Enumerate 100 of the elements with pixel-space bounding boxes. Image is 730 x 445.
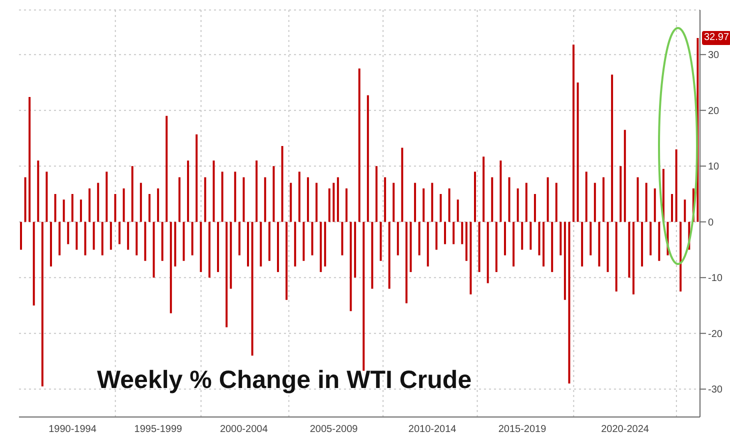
bar [20, 222, 22, 250]
bar [426, 222, 429, 266]
bar [217, 222, 220, 272]
bar [504, 222, 506, 256]
bar [281, 146, 284, 222]
bar [362, 222, 365, 371]
bar [375, 166, 378, 222]
bar [170, 222, 172, 314]
bar [62, 200, 65, 222]
bar [302, 222, 305, 261]
bar [311, 222, 314, 256]
bar [212, 160, 215, 222]
bar [238, 222, 240, 256]
bar [41, 222, 44, 386]
bar [474, 172, 476, 222]
bar [611, 74, 614, 222]
bar [636, 177, 639, 222]
bar [500, 160, 502, 222]
x-tick-label: 2020-2024 [601, 424, 650, 436]
bar [306, 177, 309, 222]
bar [538, 222, 540, 256]
x-tick-label: 2005-2009 [310, 424, 358, 436]
bar [581, 222, 584, 266]
bar [422, 188, 425, 222]
bar [632, 222, 634, 294]
bar [354, 222, 356, 278]
bar [166, 116, 168, 222]
bar [37, 160, 40, 222]
bar [654, 188, 656, 222]
bar [226, 222, 228, 328]
bar [530, 222, 532, 250]
bar [366, 95, 369, 222]
bar [136, 222, 138, 256]
y-tick-label: -20 [708, 328, 723, 340]
bar [456, 200, 459, 222]
x-tick-label: 1990-1994 [48, 424, 97, 436]
bar [615, 222, 618, 292]
bar [410, 222, 412, 272]
bar [491, 177, 494, 222]
bar [140, 182, 142, 222]
bar [290, 182, 292, 222]
bar [247, 222, 249, 266]
bar [495, 222, 498, 272]
bar [650, 222, 652, 256]
bar [264, 177, 266, 222]
bar [418, 222, 420, 256]
bar [452, 222, 455, 244]
bar [24, 177, 26, 222]
bar [131, 166, 134, 222]
bar [316, 182, 318, 222]
bar [478, 222, 480, 272]
bar [684, 200, 686, 222]
bar [272, 166, 275, 222]
bar [380, 222, 382, 261]
bar [260, 222, 262, 266]
y-tick-label: -30 [708, 384, 723, 396]
x-tick-label: 1995-1999 [134, 424, 183, 436]
bar [576, 82, 579, 222]
bar [620, 166, 622, 222]
bar [50, 222, 52, 266]
bar [585, 172, 588, 222]
x-tick-label: 2010-2014 [408, 424, 457, 436]
bar [350, 222, 352, 312]
bar [396, 222, 399, 256]
bar [641, 222, 644, 266]
bar [92, 222, 95, 250]
bar [276, 222, 279, 272]
bar [371, 222, 374, 289]
y-tick-label: 10 [708, 162, 720, 173]
bar [32, 222, 35, 306]
bar [461, 222, 464, 244]
bar [122, 188, 125, 222]
bar [534, 194, 536, 222]
bar [465, 222, 468, 261]
bar [435, 222, 438, 250]
bar [486, 222, 489, 284]
bar [671, 194, 674, 222]
bar [67, 222, 70, 244]
bar [46, 172, 48, 222]
y-tick-label: -10 [708, 273, 723, 284]
bar [628, 222, 630, 278]
bar [516, 188, 519, 222]
bar [358, 68, 360, 222]
bar [152, 222, 155, 278]
bar [440, 194, 442, 222]
bar [658, 222, 660, 261]
bar [174, 222, 176, 266]
annotation: 32.97 [702, 31, 730, 46]
bar [675, 149, 678, 222]
bar [208, 222, 210, 278]
bar [551, 222, 554, 272]
bar [568, 222, 570, 384]
bar [268, 222, 270, 261]
bar [405, 222, 408, 304]
bar [286, 222, 288, 300]
bar [234, 172, 236, 222]
bar [482, 156, 485, 222]
bar [76, 222, 78, 250]
bar [230, 222, 232, 289]
bar [602, 177, 604, 222]
